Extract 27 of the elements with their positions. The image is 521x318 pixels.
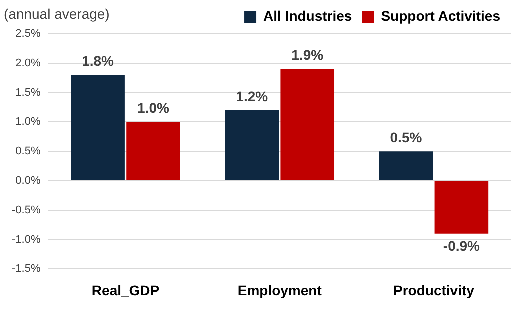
- y-tick-label: 1.0%: [16, 116, 41, 128]
- y-tick-label: -1.5%: [12, 263, 41, 276]
- bar: [126, 122, 180, 180]
- legend-label: All Industries: [264, 8, 352, 24]
- data-label: 1.9%: [292, 47, 324, 64]
- y-tick-label: 2.0%: [16, 57, 41, 70]
- y-tick-label: -1.0%: [12, 234, 41, 246]
- data-label: 1.2%: [236, 88, 269, 104]
- data-label: 1.8%: [82, 53, 115, 70]
- bar: [434, 182, 489, 234]
- data-label: -0.9%: [443, 238, 481, 254]
- y-tick-label: 2.5%: [16, 28, 41, 40]
- y-tick-label: 1.5%: [16, 86, 41, 99]
- x-tick-label: Productivity: [394, 282, 475, 298]
- x-tick-label: Real_GDP: [92, 282, 160, 298]
- bar: [71, 75, 125, 180]
- data-label: 1.0%: [138, 100, 170, 116]
- y-axis-title: (annual average): [4, 6, 110, 22]
- legend-label: Support Activities: [381, 8, 501, 24]
- y-tick-label: 0.5%: [16, 146, 41, 158]
- x-tick-label: Employment: [238, 282, 322, 298]
- bar: [379, 152, 434, 180]
- data-label: 0.5%: [390, 129, 423, 146]
- y-tick-label: 0.0%: [16, 175, 41, 188]
- bar: [225, 110, 280, 180]
- y-tick-label: -0.5%: [12, 204, 41, 216]
- bar: [280, 69, 335, 180]
